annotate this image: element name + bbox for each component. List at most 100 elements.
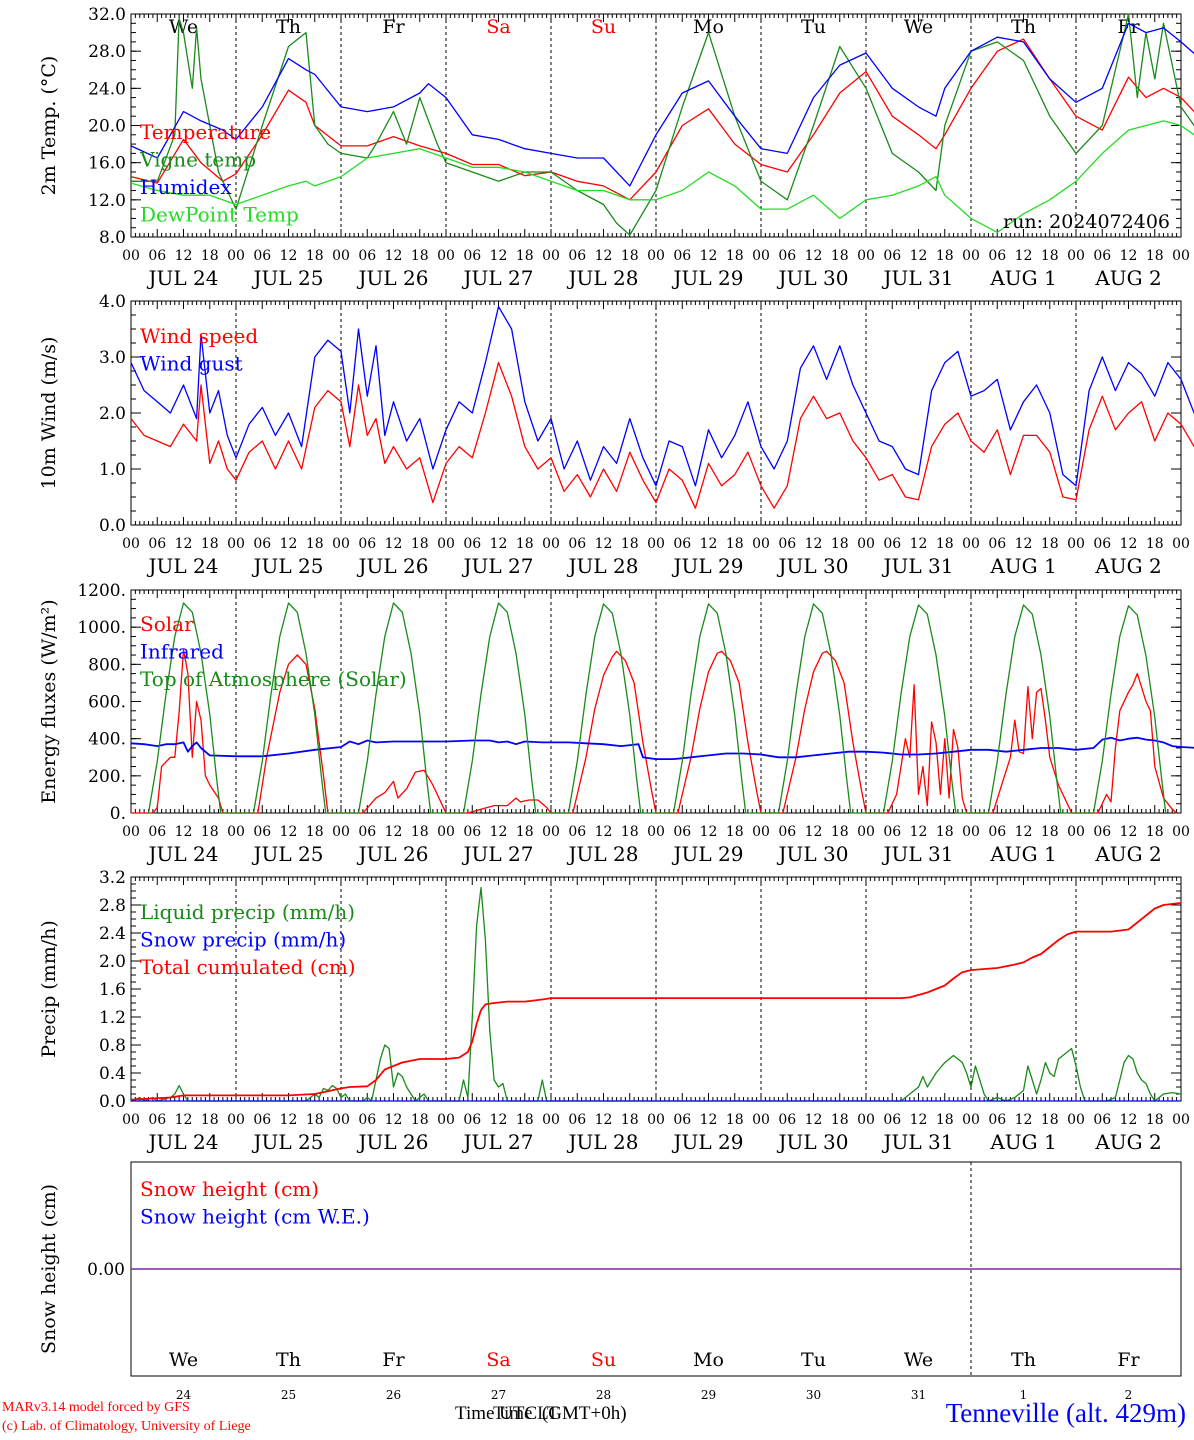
hour-tick-label: 00	[857, 1112, 875, 1128]
hour-tick-label: 12	[1120, 1112, 1138, 1128]
hour-tick-label: 12	[490, 536, 508, 552]
hour-tick-label: 00	[332, 536, 350, 552]
legend-entry: Solar	[140, 612, 194, 636]
weekday-label: Mo	[693, 1349, 724, 1371]
hour-tick-label: 18	[621, 248, 639, 264]
hour-tick-label: 18	[1146, 1112, 1164, 1128]
date-label: AUG 2	[1094, 266, 1161, 290]
hour-tick-label: 00	[647, 1112, 665, 1128]
y-tick-label: 20.0	[88, 117, 126, 137]
date-label: JUL 28	[567, 842, 639, 866]
date-label: JUL 25	[252, 842, 324, 866]
day-number-label: 26	[386, 1388, 401, 1402]
hour-tick-label: 12	[280, 824, 298, 840]
hour-tick-label: 18	[726, 1112, 744, 1128]
legend-entry: Humidex	[140, 175, 232, 199]
weekday-label: Th	[1011, 16, 1036, 38]
hour-tick-label: 18	[726, 536, 744, 552]
hour-tick-label: 00	[1172, 536, 1190, 552]
hour-tick-label: 12	[700, 824, 718, 840]
weekday-label: Tu	[801, 1349, 826, 1371]
hour-tick-label: 06	[148, 536, 166, 552]
hour-tick-label: 06	[148, 248, 166, 264]
hour-tick-label: 00	[962, 536, 980, 552]
legend-entry: Snow height (cm)	[140, 1177, 319, 1201]
hour-tick-label: 00	[752, 248, 770, 264]
hour-tick-label: 18	[201, 248, 219, 264]
date-label: JUL 24	[147, 1130, 219, 1154]
series-line-temperature	[130, 38, 1194, 201]
weekday-label: Fr	[1117, 16, 1140, 38]
hour-tick-label: 18	[831, 536, 849, 552]
weekday-label: Th	[276, 16, 301, 38]
date-label: AUG 2	[1094, 842, 1161, 866]
hour-tick-label: 06	[358, 248, 376, 264]
y-tick-label: 4.0	[99, 292, 126, 312]
series-line-infrared	[130, 736, 1194, 760]
y-tick-label: 1.6	[99, 980, 126, 1000]
hour-tick-label: 00	[437, 824, 455, 840]
hour-tick-label: 06	[988, 1112, 1006, 1128]
date-label: JUL 30	[777, 842, 849, 866]
hour-tick-label: 00	[542, 248, 560, 264]
day-number-label: 24	[176, 1388, 192, 1402]
hour-tick-label: 12	[385, 536, 403, 552]
hour-tick-label: 06	[463, 1112, 481, 1128]
hour-tick-label: 18	[1041, 248, 1059, 264]
hour-tick-label: 06	[673, 1112, 691, 1128]
day-number-label: 25	[281, 1388, 296, 1402]
series-line-dewpoint-temp	[130, 120, 1194, 234]
legend-entry: Liquid precip (mm/h)	[140, 900, 355, 924]
y-tick-label: 2.0	[99, 404, 126, 424]
day-number-label: 28	[596, 1388, 611, 1402]
date-label: JUL 31	[882, 842, 954, 866]
y-tick-label: 200.	[88, 767, 126, 787]
hour-tick-label: 18	[516, 248, 534, 264]
y-tick-label: 0.4	[99, 1064, 126, 1084]
hour-tick-label: 18	[411, 1112, 429, 1128]
hour-tick-label: 12	[385, 248, 403, 264]
hour-tick-label: 00	[332, 1112, 350, 1128]
date-label: JUL 24	[147, 842, 219, 866]
date-label: AUG 1	[989, 1130, 1056, 1154]
hour-tick-label: 06	[568, 536, 586, 552]
y-tick-label: 2.0	[99, 952, 126, 972]
hour-tick-label: 12	[385, 824, 403, 840]
hour-tick-label: 18	[516, 1112, 534, 1128]
legend-entry: Total cumulated (cm)	[140, 955, 356, 979]
date-label: JUL 29	[672, 1130, 744, 1154]
hour-tick-label: 00	[437, 1112, 455, 1128]
hour-tick-label: 00	[227, 1112, 245, 1128]
day-number-label: 29	[701, 1388, 716, 1402]
date-label: AUG 1	[989, 554, 1056, 578]
date-label: AUG 1	[989, 842, 1056, 866]
time-axis-title: Time UTC (GMT+0h) Time LT	[455, 1403, 627, 1425]
hour-tick-label: 12	[595, 824, 613, 840]
hour-tick-label: 00	[647, 248, 665, 264]
date-label: JUL 27	[462, 842, 534, 866]
hour-tick-label: 06	[988, 824, 1006, 840]
plot-frame-2	[130, 589, 1182, 814]
hour-tick-label: 18	[936, 824, 954, 840]
hour-tick-label: 00	[332, 248, 350, 264]
y-tick-label: 800.	[88, 655, 126, 675]
date-label: AUG 2	[1094, 554, 1161, 578]
hour-tick-label: 00	[1067, 248, 1085, 264]
hour-tick-label: 06	[463, 248, 481, 264]
weekday-label: Sa	[486, 1349, 510, 1371]
hour-tick-label: 12	[595, 536, 613, 552]
hour-tick-label: 00	[332, 824, 350, 840]
hour-tick-label: 18	[621, 824, 639, 840]
hour-tick-label: 06	[883, 248, 901, 264]
hour-tick-label: 12	[595, 1112, 613, 1128]
hour-tick-label: 12	[1015, 1112, 1033, 1128]
hour-tick-label: 06	[463, 536, 481, 552]
y-tick-label: 1000.	[77, 618, 126, 638]
date-label: JUL 28	[567, 1130, 639, 1154]
day-number-label: 2	[1125, 1388, 1133, 1402]
y-tick-label: 3.2	[99, 868, 126, 888]
date-label: AUG 2	[1094, 1130, 1161, 1154]
hour-tick-label: 00	[227, 824, 245, 840]
hour-tick-label: 00	[1172, 824, 1190, 840]
time-axis-title-lt: Time LT	[493, 1403, 559, 1424]
